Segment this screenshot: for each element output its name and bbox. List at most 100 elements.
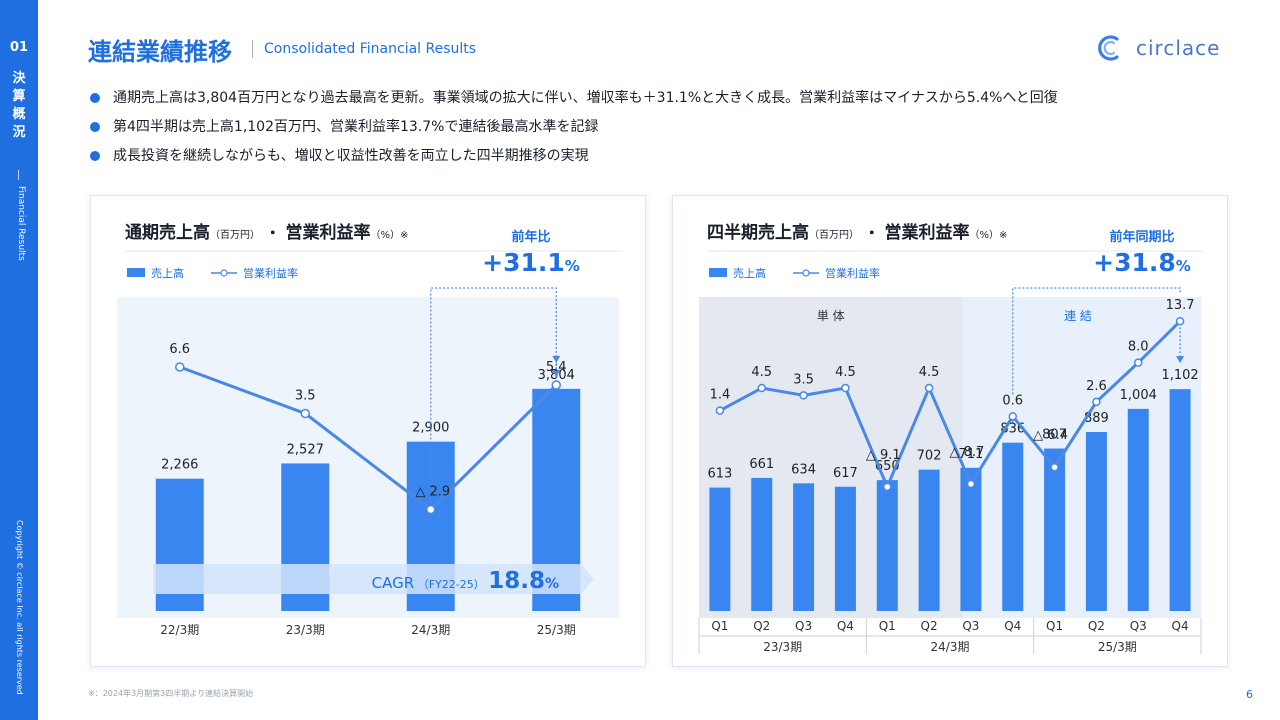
cagr-text: CAGR （FY22-25） 18.8% bbox=[372, 568, 559, 594]
chart-title: 四半期売上高（百万円） ・ 営業利益率（%）※ bbox=[707, 222, 1007, 243]
legend-line-label: 営業利益率 bbox=[243, 266, 298, 280]
yoy-value: +31.1% bbox=[482, 248, 580, 277]
legend-line-marker bbox=[220, 269, 228, 277]
margin-label: 1.4 bbox=[710, 388, 731, 403]
quarterly-chart: 単 体連 結四半期売上高（百万円） ・ 営業利益率（%）※売上高 営業利益率前年同… bbox=[698, 222, 1203, 654]
summary-bullets: 通期売上高は3,804百万円となり過去最高を更新。事業領域の拡大に伴い、増収率も… bbox=[88, 86, 1058, 173]
sales-bar-label: 2,527 bbox=[287, 442, 324, 457]
cagr-arrow-band bbox=[153, 564, 594, 594]
band-label-single: 単 体 bbox=[817, 309, 845, 323]
margin-point bbox=[841, 383, 850, 393]
chart-title-part: ※ bbox=[999, 230, 1007, 241]
margin-label: 4.5 bbox=[919, 365, 940, 380]
x-tick-label: 25/3期 bbox=[537, 623, 576, 637]
margin-point bbox=[551, 380, 561, 390]
yoy-value: +31.8% bbox=[1093, 248, 1191, 277]
margin-label: 5.4 bbox=[546, 360, 567, 375]
x-tick-label: Q2 bbox=[921, 619, 938, 633]
margin-label: 0.6 bbox=[1002, 393, 1023, 408]
summary-bullet: 第4四半期は売上高1,102百万円、営業利益率13.7%で連結後最高水準を記録 bbox=[88, 115, 1058, 144]
summary-bullet: 成長投資を継続しながらも、増収と収益性改善を両立した四半期推移の実現 bbox=[88, 144, 1058, 173]
footnote: ※：2024年3月期第3四半期より連結決算開始 bbox=[88, 689, 254, 698]
page-subtitle: Consolidated Financial Results bbox=[264, 41, 477, 57]
sales-bar bbox=[834, 486, 856, 611]
margin-label: 4.5 bbox=[751, 365, 772, 380]
band-label-consolidated: 連 結 bbox=[1064, 309, 1092, 323]
chart-title-part: 四半期売上高 bbox=[707, 222, 809, 243]
chart-title-part: （百万円） bbox=[210, 229, 260, 241]
yoy-unit: % bbox=[565, 257, 580, 275]
sidebar-divider bbox=[18, 170, 19, 180]
x-tick-label: Q3 bbox=[795, 619, 812, 633]
margin-label: 2.6 bbox=[1086, 379, 1107, 394]
legend-bar-label: 売上高 bbox=[151, 266, 184, 280]
sales-bar-label: 702 bbox=[917, 449, 942, 464]
chart-title-part: 営業利益率 bbox=[285, 222, 370, 243]
x-tick-label: Q3 bbox=[1130, 619, 1147, 633]
x-tick-label: Q4 bbox=[837, 619, 854, 633]
margin-label: 4.5 bbox=[835, 365, 856, 380]
x-tick-label: Q2 bbox=[1088, 619, 1105, 633]
section-title-char: 概 bbox=[12, 107, 26, 122]
chart-title-part: 通期売上高 bbox=[125, 222, 210, 243]
arrow-head-icon bbox=[552, 355, 561, 363]
margin-point bbox=[1008, 412, 1017, 421]
margin-point bbox=[924, 383, 934, 393]
bullet-text: 第4四半期は売上高1,102百万円、営業利益率13.7%で連結後最高水準を記録 bbox=[113, 119, 599, 135]
cagr-part: 18.8 bbox=[488, 568, 545, 594]
sales-bar-label: 1,004 bbox=[1120, 388, 1157, 403]
margin-label: 3.5 bbox=[793, 372, 814, 387]
chart-title-part: （%） bbox=[969, 229, 999, 241]
margin-point bbox=[757, 383, 766, 393]
x-tick-label: Q1 bbox=[879, 619, 896, 633]
chart-title-part: ・ bbox=[859, 224, 884, 242]
sales-bar bbox=[751, 477, 773, 611]
margin-point bbox=[300, 408, 310, 419]
x-tick-label: 23/3期 bbox=[286, 623, 325, 637]
annual-chart: 通期売上高（百万円） ・ 営業利益率（%）※売上高 営業利益率前年比+31.1%2… bbox=[117, 222, 621, 637]
sales-bar bbox=[709, 487, 731, 611]
sales-bar-label: 634 bbox=[791, 462, 816, 477]
bullet-dot-icon bbox=[90, 151, 100, 161]
margin-point bbox=[1092, 397, 1101, 407]
margin-point bbox=[175, 362, 185, 372]
group-label: 23/3期 bbox=[763, 640, 802, 654]
margin-point bbox=[1050, 462, 1059, 472]
group-label: 25/3期 bbox=[1098, 640, 1137, 654]
margin-label: 6.6 bbox=[169, 342, 190, 357]
x-tick-label: 22/3期 bbox=[160, 623, 199, 637]
group-label: 24/3期 bbox=[931, 640, 970, 654]
sales-bar-label: 2,900 bbox=[412, 421, 449, 436]
chart-title: 通期売上高（百万円） ・ 営業利益率（%）※ bbox=[125, 222, 408, 243]
yoy-unit: % bbox=[1176, 257, 1191, 275]
sales-bar bbox=[1127, 408, 1149, 611]
legend-bar-swatch bbox=[127, 268, 145, 277]
sales-bar-label: 613 bbox=[708, 467, 733, 482]
sales-bar-label: 2,266 bbox=[161, 458, 198, 473]
yoy-number: +31.8 bbox=[1093, 248, 1176, 277]
margin-label: △ 9.1 bbox=[866, 448, 901, 463]
section-title-char: 算 bbox=[12, 89, 26, 104]
margin-label: 13.7 bbox=[1166, 298, 1195, 313]
sales-bar bbox=[1002, 442, 1024, 611]
sales-bar bbox=[960, 467, 982, 611]
chart-title-part: （百万円） bbox=[809, 229, 859, 241]
logo-wordmark: circlace bbox=[1136, 36, 1221, 60]
margin-label: △ 6.4 bbox=[1033, 428, 1068, 443]
legend-line-label: 営業利益率 bbox=[825, 266, 880, 280]
margin-point bbox=[883, 482, 892, 492]
consolidated-band bbox=[962, 297, 1201, 618]
chart-title-part: （%） bbox=[370, 229, 400, 241]
bullet-dot-icon bbox=[90, 122, 100, 132]
margin-label: △ 8.7 bbox=[950, 445, 985, 460]
margin-point bbox=[715, 406, 725, 415]
sales-bar-label: 807 bbox=[1042, 428, 1067, 443]
chart-title-part: ※ bbox=[400, 230, 408, 241]
page-number: 6 bbox=[1246, 688, 1253, 701]
bullet-dot-icon bbox=[90, 93, 100, 103]
cagr-part: CAGR bbox=[372, 574, 415, 592]
x-tick-label: Q4 bbox=[1172, 619, 1189, 633]
chart-title-part: 営業利益率 bbox=[884, 222, 969, 243]
legend-bar-swatch bbox=[709, 268, 727, 277]
legend-bar-label: 売上高 bbox=[733, 266, 766, 280]
